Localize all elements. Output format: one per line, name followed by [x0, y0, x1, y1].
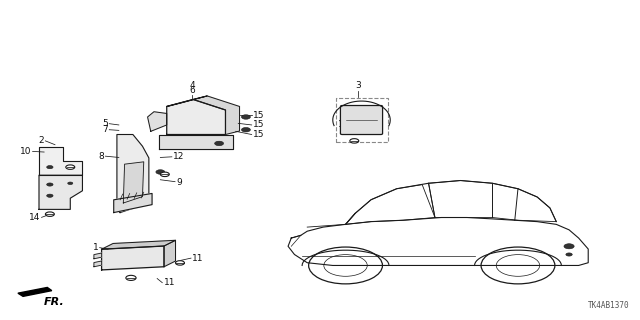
Circle shape — [214, 141, 223, 146]
Polygon shape — [102, 246, 164, 270]
Text: 5: 5 — [102, 119, 108, 128]
Circle shape — [161, 172, 170, 177]
Circle shape — [241, 127, 250, 132]
Text: 4: 4 — [189, 81, 195, 90]
Polygon shape — [102, 240, 175, 249]
Polygon shape — [167, 100, 225, 134]
Circle shape — [68, 182, 73, 185]
Text: 2: 2 — [38, 136, 44, 145]
Circle shape — [350, 139, 359, 143]
Circle shape — [156, 170, 165, 174]
Polygon shape — [18, 287, 52, 296]
Circle shape — [47, 194, 53, 197]
Circle shape — [45, 212, 54, 216]
Bar — [336, 98, 388, 142]
Polygon shape — [148, 112, 167, 131]
Circle shape — [126, 275, 136, 280]
Polygon shape — [117, 134, 149, 212]
Text: 9: 9 — [176, 178, 182, 187]
Circle shape — [47, 183, 53, 186]
Circle shape — [566, 253, 572, 256]
Circle shape — [47, 165, 53, 169]
FancyBboxPatch shape — [340, 106, 383, 134]
Polygon shape — [39, 175, 83, 209]
Polygon shape — [114, 194, 152, 212]
Text: 15: 15 — [253, 120, 264, 130]
Polygon shape — [164, 240, 175, 267]
Text: 11: 11 — [192, 254, 204, 263]
Polygon shape — [167, 96, 207, 107]
Text: 11: 11 — [164, 278, 175, 287]
Text: 14: 14 — [29, 213, 40, 222]
Text: 13: 13 — [338, 120, 349, 130]
Circle shape — [241, 115, 250, 119]
Polygon shape — [159, 134, 233, 149]
Circle shape — [564, 244, 574, 249]
Polygon shape — [39, 147, 83, 175]
Circle shape — [175, 261, 184, 265]
Text: TK4AB1370: TK4AB1370 — [588, 301, 630, 310]
Text: 15: 15 — [253, 111, 264, 120]
Text: 7: 7 — [102, 125, 108, 134]
Circle shape — [66, 165, 75, 169]
Text: 3: 3 — [355, 81, 361, 90]
Polygon shape — [94, 253, 102, 259]
Text: FR.: FR. — [44, 297, 64, 307]
Text: 12: 12 — [173, 152, 184, 161]
Polygon shape — [193, 96, 239, 134]
Text: 10: 10 — [20, 147, 31, 156]
Polygon shape — [124, 162, 144, 203]
Text: 15: 15 — [253, 130, 264, 139]
Polygon shape — [94, 261, 102, 267]
Text: 6: 6 — [189, 86, 195, 95]
Text: 1: 1 — [93, 243, 99, 252]
Text: 8: 8 — [99, 152, 104, 161]
